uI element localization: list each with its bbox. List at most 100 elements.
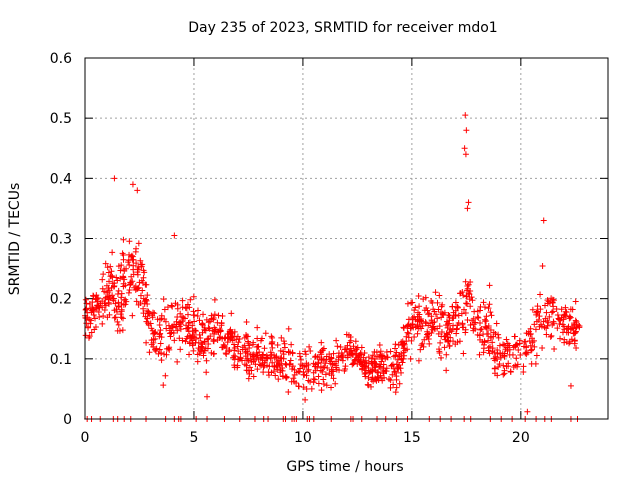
data-point — [546, 313, 553, 320]
data-point — [109, 249, 116, 256]
data-point — [303, 372, 310, 379]
data-point — [543, 331, 550, 338]
data-point — [182, 304, 189, 311]
data-point — [146, 349, 153, 356]
data-point — [136, 279, 143, 286]
data-point — [197, 335, 204, 342]
data-point — [115, 321, 122, 328]
data-point — [319, 368, 326, 375]
data-point — [434, 315, 441, 322]
data-point — [267, 349, 274, 356]
data-point — [222, 334, 229, 341]
data-point — [559, 321, 566, 328]
data-points-layer — [82, 112, 583, 422]
data-point — [344, 342, 351, 349]
data-point — [536, 313, 543, 320]
data-point — [244, 350, 251, 357]
data-point — [256, 349, 263, 356]
data-point — [553, 306, 560, 313]
data-point — [173, 318, 180, 325]
data-point — [296, 368, 303, 375]
data-point — [336, 367, 343, 374]
data-point — [167, 330, 174, 337]
data-point — [443, 351, 450, 358]
data-point — [312, 353, 319, 360]
data-point — [503, 344, 510, 351]
data-point — [185, 328, 192, 335]
data-point — [128, 273, 135, 280]
data-point — [123, 265, 130, 272]
data-point — [114, 291, 121, 298]
data-point — [129, 312, 136, 319]
data-point — [183, 322, 190, 329]
data-point — [234, 364, 241, 371]
data-point — [415, 325, 422, 332]
data-point — [245, 357, 252, 364]
y-axis-label: SRMTID / TECUs — [7, 183, 23, 296]
data-point — [163, 345, 170, 352]
data-point — [339, 352, 346, 359]
data-point — [177, 346, 184, 353]
data-point — [421, 307, 428, 314]
data-point — [235, 339, 242, 346]
data-point — [351, 357, 358, 364]
data-point — [254, 343, 261, 350]
data-point — [465, 281, 472, 288]
data-point — [369, 352, 376, 359]
data-point — [184, 301, 191, 308]
data-point — [322, 371, 329, 378]
data-point — [244, 338, 251, 345]
data-point — [342, 365, 349, 372]
data-point — [139, 261, 146, 268]
data-point — [145, 322, 152, 329]
data-point — [462, 329, 469, 336]
data-point — [357, 358, 364, 365]
data-point — [143, 281, 150, 288]
data-point — [500, 362, 507, 369]
data-point — [246, 370, 253, 377]
data-point — [425, 332, 432, 339]
data-point — [174, 327, 181, 334]
data-point — [236, 356, 243, 363]
data-point — [87, 320, 94, 327]
data-point — [347, 333, 354, 340]
data-point — [300, 371, 307, 378]
data-point — [394, 356, 401, 363]
data-point — [106, 278, 113, 285]
data-point — [174, 358, 181, 365]
data-point — [460, 292, 467, 299]
data-point — [320, 380, 327, 387]
data-point — [540, 217, 547, 224]
data-point — [161, 306, 168, 313]
data-point — [322, 360, 329, 367]
data-point — [537, 321, 544, 328]
data-point — [269, 359, 276, 366]
data-point — [311, 376, 318, 383]
data-point — [299, 362, 306, 369]
data-point — [260, 369, 267, 376]
data-point — [208, 315, 215, 322]
data-point — [257, 337, 264, 344]
data-point — [520, 368, 527, 375]
data-point — [355, 354, 362, 361]
data-point — [465, 199, 472, 206]
data-point — [200, 349, 207, 356]
data-point — [572, 298, 579, 305]
data-point — [432, 311, 439, 318]
data-point — [90, 293, 97, 300]
data-point — [517, 351, 524, 358]
data-point — [144, 292, 151, 299]
data-point — [283, 361, 290, 368]
data-point — [228, 310, 235, 317]
data-point — [171, 232, 178, 239]
data-point — [120, 251, 127, 258]
data-point — [442, 336, 449, 343]
data-point — [453, 325, 460, 332]
data-point — [251, 356, 258, 363]
data-point — [400, 355, 407, 362]
data-point — [330, 375, 337, 382]
data-point — [302, 351, 309, 358]
data-point — [417, 346, 424, 353]
data-point — [539, 262, 546, 269]
data-point — [194, 307, 201, 314]
